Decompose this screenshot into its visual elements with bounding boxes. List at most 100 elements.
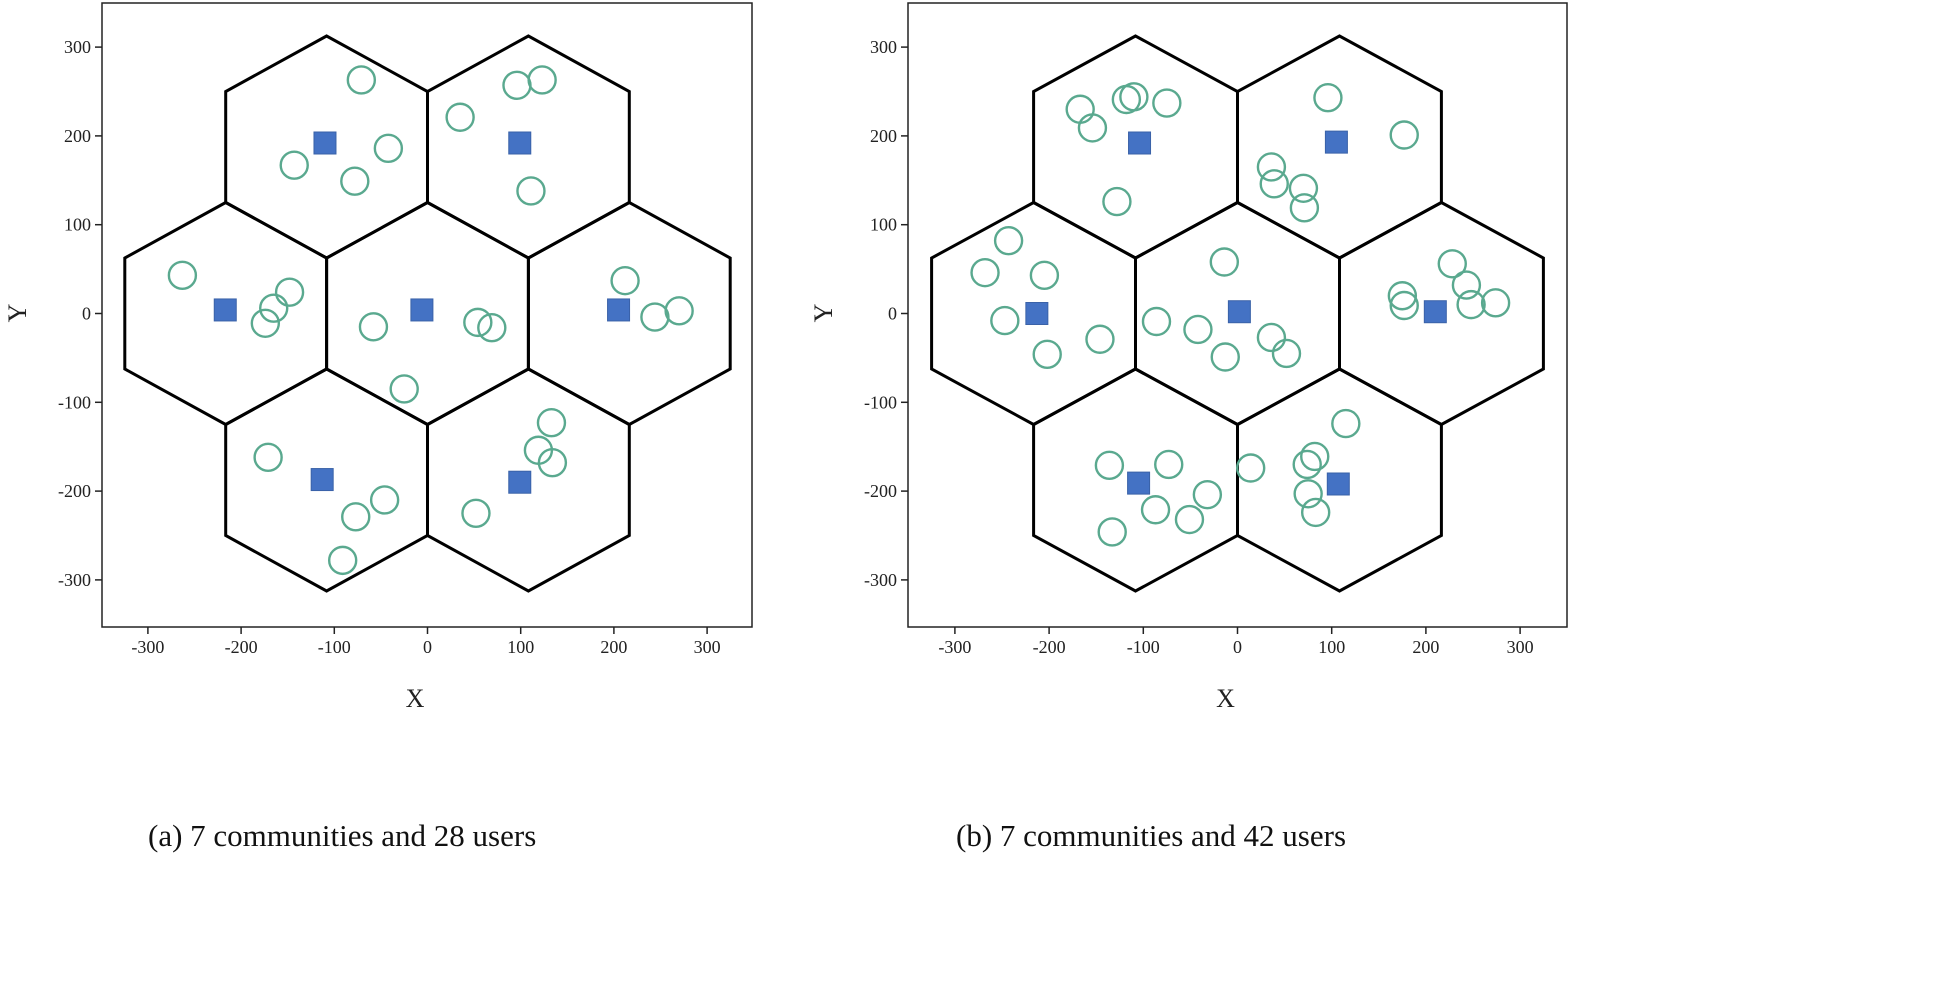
y-tick-label: 300 bbox=[64, 37, 91, 57]
community-cell-hexagon bbox=[1032, 34, 1239, 260]
panel-a: -300 -200 -100 0 100 200 300 300 200 100 0 -100 -200… bbox=[3, 2, 753, 713]
user-point bbox=[1293, 479, 1323, 509]
community-marker bbox=[1227, 300, 1251, 324]
user-point bbox=[477, 313, 507, 343]
y-tick-label: -100 bbox=[58, 392, 91, 412]
community-marker bbox=[1025, 302, 1049, 325]
user-point bbox=[327, 545, 358, 576]
community-marker bbox=[508, 131, 532, 155]
community-marker bbox=[313, 131, 337, 155]
y-tick-label: 200 bbox=[870, 126, 897, 146]
user-point bbox=[1289, 193, 1320, 223]
user-point bbox=[610, 265, 640, 296]
user-point bbox=[340, 166, 370, 196]
user-point bbox=[1256, 152, 1287, 182]
y-tick-label: -300 bbox=[58, 570, 91, 590]
user-point bbox=[1288, 173, 1319, 203]
y-tick-label: 300 bbox=[870, 37, 897, 57]
community-marker bbox=[1128, 131, 1152, 155]
user-point bbox=[1154, 449, 1184, 480]
x-tick-label: -200 bbox=[225, 637, 258, 657]
x-tick-label: -300 bbox=[131, 637, 164, 657]
y-tick-label: -100 bbox=[864, 392, 897, 412]
user-point bbox=[1102, 186, 1132, 217]
user-point bbox=[1259, 169, 1289, 199]
community-marker bbox=[1423, 300, 1447, 324]
x-tick-label: -300 bbox=[938, 637, 971, 657]
x-tick-label: -100 bbox=[1127, 637, 1160, 657]
user-point bbox=[1119, 82, 1149, 112]
user-point bbox=[1097, 517, 1127, 547]
user-point bbox=[1152, 88, 1182, 118]
y-tick-label: -200 bbox=[58, 481, 91, 501]
user-point bbox=[536, 408, 567, 438]
user-point bbox=[1437, 249, 1467, 279]
community-marker bbox=[1127, 471, 1151, 495]
user-point bbox=[250, 308, 281, 338]
user-point bbox=[167, 260, 198, 291]
user-point bbox=[1387, 281, 1418, 311]
user-point bbox=[537, 447, 568, 478]
user-point bbox=[1029, 260, 1060, 291]
user-point bbox=[373, 133, 404, 164]
user-point bbox=[993, 225, 1024, 256]
x-tick-label: 200 bbox=[600, 637, 627, 657]
user-point bbox=[527, 65, 557, 95]
user-point bbox=[1183, 314, 1213, 345]
user-point bbox=[253, 442, 283, 473]
user-point bbox=[1141, 306, 1172, 337]
y-axis-label: Y bbox=[3, 303, 32, 322]
community-marker bbox=[1326, 472, 1350, 496]
caption-b: (b) 7 communities and 42 users bbox=[956, 818, 1347, 853]
user-point bbox=[1235, 453, 1266, 483]
community-marker bbox=[410, 298, 434, 322]
x-tick-label: 0 bbox=[1233, 637, 1242, 657]
community-marker bbox=[213, 298, 237, 322]
user-point bbox=[346, 65, 377, 95]
user-point bbox=[389, 374, 419, 404]
user-point bbox=[502, 70, 532, 100]
user-point bbox=[259, 293, 289, 323]
user-point bbox=[1065, 94, 1095, 124]
user-point bbox=[516, 176, 546, 206]
x-axis-label: X bbox=[1216, 684, 1235, 713]
user-point bbox=[1192, 479, 1223, 510]
x-tick-label: -100 bbox=[318, 637, 351, 657]
user-point bbox=[1480, 288, 1511, 318]
y-tick-label: -200 bbox=[864, 481, 897, 501]
x-tick-label: 100 bbox=[507, 637, 534, 657]
user-point bbox=[1456, 289, 1486, 320]
panel-b: -300 -200 -100 0 100 200 300 300 200 100 0 -100 -200… bbox=[809, 2, 1568, 713]
community-cell-hexagon bbox=[224, 367, 429, 593]
user-point bbox=[1271, 338, 1302, 369]
user-point bbox=[341, 502, 371, 532]
y-tick-label: 200 bbox=[64, 126, 91, 146]
community-marker bbox=[607, 298, 631, 322]
user-point bbox=[358, 312, 389, 342]
user-point bbox=[1032, 339, 1062, 370]
user-point bbox=[463, 307, 493, 338]
y-tick-label: -300 bbox=[864, 570, 897, 590]
community-marker bbox=[508, 470, 532, 494]
community-cell-hexagon bbox=[224, 34, 429, 260]
user-point bbox=[1210, 342, 1240, 372]
user-point bbox=[1256, 322, 1287, 353]
community-marker bbox=[1324, 130, 1348, 154]
x-tick-label: 300 bbox=[1507, 637, 1534, 657]
user-point bbox=[1300, 441, 1330, 472]
user-point bbox=[1292, 449, 1322, 480]
user-point bbox=[664, 296, 694, 326]
x-tick-label: -200 bbox=[1033, 637, 1066, 657]
x-tick-label: 300 bbox=[694, 637, 721, 657]
y-tick-label: 0 bbox=[888, 304, 897, 324]
x-axis-label: X bbox=[406, 684, 425, 713]
user-point bbox=[990, 305, 1020, 336]
x-tick-label: 100 bbox=[1318, 637, 1345, 657]
user-point bbox=[279, 150, 309, 180]
user-point bbox=[640, 302, 670, 332]
user-point bbox=[1451, 270, 1482, 300]
caption-a: (a) 7 communities and 28 users bbox=[148, 818, 537, 853]
user-point bbox=[970, 257, 1000, 288]
user-point bbox=[461, 498, 491, 528]
